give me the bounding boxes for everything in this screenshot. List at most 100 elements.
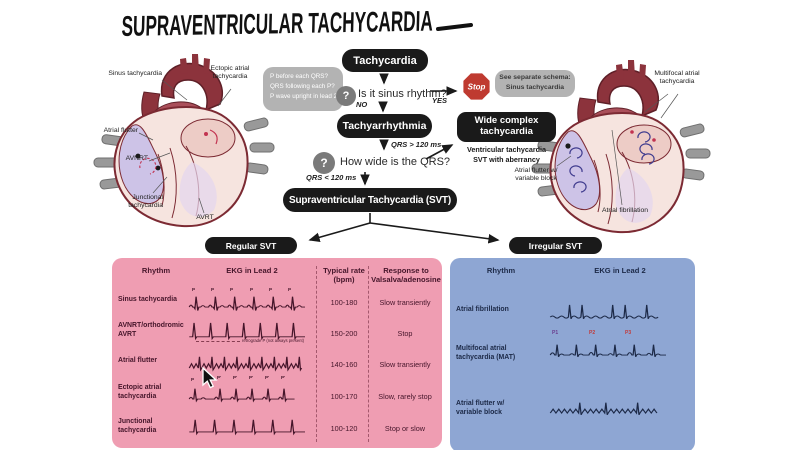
p-prime-label: P' bbox=[265, 375, 270, 380]
regular-row-response: Slow, rarely stop bbox=[378, 392, 432, 401]
fibrillation-arrows bbox=[569, 131, 655, 193]
criteria-line-2: QRS following each P? bbox=[270, 83, 335, 91]
see-schema-line-2: Sinus tachycardia bbox=[505, 84, 565, 92]
irregular-header-ekg: EKG in Lead 2 bbox=[594, 266, 646, 275]
see-schema-bubble: See separate schema: Sinus tachycardia bbox=[495, 70, 575, 97]
p-wave-label: P bbox=[288, 287, 292, 292]
criteria-line-1: P before each QRS? bbox=[270, 73, 328, 80]
p-wave-label: P bbox=[269, 287, 273, 292]
title-underline-stroke bbox=[436, 23, 473, 31]
mat-focus-dot-2 bbox=[652, 138, 656, 142]
ekg-trace-flutter bbox=[188, 356, 303, 372]
node-svt: Supraventricular Tachycardia (SVT) bbox=[283, 188, 457, 212]
wide-complex-subtext: Ventricular tachycardia SVT with aberran… bbox=[449, 145, 564, 164]
question-qrs-width: How wide is the QRS? bbox=[340, 156, 451, 168]
irregular-row-rhythm: Multifocal atrial tachycardia (MAT) bbox=[456, 345, 516, 361]
regular-row-rhythm: AVNRT/orthodromic AVRT bbox=[118, 322, 184, 338]
question-mark-icon: ? bbox=[313, 152, 335, 174]
aorta-branches bbox=[180, 54, 210, 74]
regular-row-response: Stop or slow bbox=[384, 424, 426, 433]
label-avrt: AVRT bbox=[196, 214, 214, 221]
page-title: Supraventricular Tachycardia bbox=[121, 4, 434, 43]
node-tachycardia: Tachycardia bbox=[342, 49, 428, 72]
qrs-lt-label: QRS < 120 ms bbox=[306, 173, 357, 182]
ekg-trace-flutter-block bbox=[549, 402, 658, 415]
wide-sub-line-2: SVT with aberrancy bbox=[473, 154, 540, 164]
label-atrial-fibrillation: Atrial fibrillation bbox=[601, 207, 649, 214]
regular-row-response: Stop bbox=[397, 329, 413, 338]
regular-panel-separator-2 bbox=[368, 266, 369, 442]
stop-octagon bbox=[461, 71, 492, 102]
wide-sub-line-1: Ventricular tachycardia bbox=[466, 145, 547, 154]
flutter-block-dot bbox=[565, 143, 571, 149]
regular-row-rate: 100-180 bbox=[330, 298, 358, 307]
label-junctional-tachycardia: Junctional tachycardia bbox=[128, 194, 163, 210]
ekg-trace-junctional bbox=[189, 419, 305, 436]
regular-row-rate: 150-200 bbox=[330, 329, 358, 338]
question-sinus-rhythm: Is it sinus rhythm? bbox=[358, 88, 447, 100]
ekg-trace-afib bbox=[549, 304, 659, 319]
regular-row-rhythm: Junctional tachycardia bbox=[118, 418, 157, 434]
node-tachyarrhythmia: Tachyarrhythmia bbox=[337, 114, 432, 138]
node-wide-complex: Wide complex tachycardia bbox=[457, 112, 556, 142]
regular-panel-separator-1 bbox=[316, 266, 317, 442]
ectopic-arrow bbox=[209, 129, 218, 145]
retrograde-note: retrograde P (not always present) bbox=[242, 338, 305, 343]
ekg-trace-sinus bbox=[188, 296, 305, 311]
irregular-header-rhythm: Rhythm bbox=[486, 266, 516, 275]
left-atrium bbox=[180, 118, 236, 158]
criteria-line-3: P wave upright in lead 2 bbox=[270, 93, 338, 101]
regular-row-rate: 100-170 bbox=[330, 392, 358, 401]
see-schema-line-1: See separate schema: bbox=[499, 74, 571, 81]
left-ventricle-tint bbox=[615, 168, 653, 223]
p-wave-label: P bbox=[250, 287, 254, 292]
regular-row-rate: 140-160 bbox=[330, 360, 358, 369]
stop-label: Stop bbox=[468, 83, 486, 92]
p-wave-label: P bbox=[192, 287, 196, 292]
p-wave-label: P bbox=[230, 287, 234, 292]
label-sinus-tachycardia: Sinus tachycardia bbox=[108, 70, 162, 77]
irregular-row-rhythm: Atrial flutter w/ variable block bbox=[456, 400, 505, 416]
irregular-row-rhythm: Atrial fibrillation bbox=[456, 306, 509, 313]
avnrt-focus-dot bbox=[155, 165, 161, 171]
mat-focus-dot-1 bbox=[630, 130, 634, 134]
ectopic-focus-dot bbox=[204, 132, 208, 136]
no-label: NO bbox=[356, 100, 368, 109]
regular-row-response: Slow transiently bbox=[379, 360, 431, 369]
regular-row-rhythm: Ectopic atrial tachycardia bbox=[118, 384, 162, 400]
regular-header-rhythm: Rhythm bbox=[141, 266, 171, 275]
label-atrial-flutter-variable-block: Atrial flutter w/ variable block bbox=[514, 167, 558, 183]
question-mark-icon: ? bbox=[336, 86, 356, 106]
regular-row-rhythm: Atrial flutter bbox=[118, 357, 158, 364]
label-multifocal-atrial-tachycardia: Multifocal atrial tachycardia bbox=[654, 70, 700, 86]
regular-header-response: Response to Valsalva/adenosine bbox=[371, 266, 441, 285]
label-ectopic-atrial-tachycardia: Ectopic atrial tachycardia bbox=[210, 65, 250, 81]
sinus-criteria-bubble: P before each QRS? QRS following each P?… bbox=[263, 67, 343, 111]
p-prime-label: P' bbox=[281, 375, 286, 380]
right-atrium bbox=[554, 130, 601, 210]
retrograde-dash-line bbox=[196, 341, 240, 342]
wide-complex-line-2: tachycardia bbox=[480, 126, 533, 137]
regular-row-response: Slow transiently bbox=[379, 298, 431, 307]
left-ventricle-tint bbox=[179, 162, 217, 217]
aorta-branches bbox=[616, 60, 646, 80]
mat-p2-label: P2 bbox=[589, 330, 596, 336]
yes-label: YES bbox=[432, 96, 448, 105]
node-irregular-svt: Irregular SVT bbox=[509, 237, 602, 254]
p-prime-label: P' bbox=[249, 375, 254, 380]
p-wave-label: P bbox=[211, 287, 215, 292]
p-prime-label: P' bbox=[217, 375, 222, 380]
label-atrial-flutter: Atrial flutter bbox=[103, 127, 138, 134]
mat-p1-label: P1 bbox=[552, 330, 559, 336]
ekg-trace-mat bbox=[549, 344, 666, 357]
p-wave-label: P bbox=[191, 377, 195, 382]
label-avnrt: AVNRT bbox=[125, 155, 148, 162]
regular-header-rate: Typical rate (bpm) bbox=[323, 266, 365, 285]
regular-svt-panel bbox=[112, 258, 442, 448]
regular-row-rhythm: Sinus tachycardia bbox=[118, 296, 177, 303]
ekg-trace-avnrt bbox=[189, 322, 305, 341]
flutter-focus-dot bbox=[135, 153, 141, 159]
node-regular-svt: Regular SVT bbox=[205, 237, 297, 254]
p-prime-label: P' bbox=[233, 375, 238, 380]
